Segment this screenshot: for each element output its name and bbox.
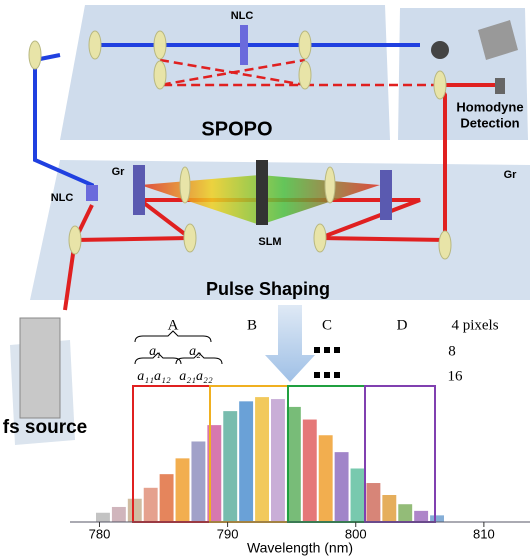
spectral-strip: [351, 468, 365, 522]
diagram: NLC SPOPO Homodyne Detection Gr Gr NLC S…: [0, 0, 530, 557]
pixel-label: a₁₁a₁₂: [137, 369, 171, 384]
x-tick-label: 800: [345, 526, 367, 541]
laser-source: [20, 318, 60, 418]
spectral-strip: [144, 488, 158, 522]
brace: [135, 331, 222, 364]
grating: [380, 170, 392, 220]
label: SLM: [258, 236, 281, 248]
label: NLC: [51, 192, 74, 204]
spectral-strip: [239, 401, 253, 522]
column-label: C: [322, 317, 332, 333]
row-label: 4 pixels: [451, 317, 498, 333]
spectral-strip: [223, 411, 237, 522]
detector: [431, 41, 449, 59]
spectral-strip: [191, 441, 205, 522]
spectral-strip: [176, 458, 190, 522]
column-label: D: [397, 317, 408, 333]
x-axis-label: Wavelength (nm): [247, 540, 353, 556]
label: Homodyne: [456, 99, 523, 114]
row-label: 16: [448, 368, 464, 384]
row-label: 8: [448, 343, 456, 359]
x-tick-label: 810: [473, 526, 495, 541]
spectral-strip: [128, 499, 142, 522]
spectral-strip: [255, 397, 269, 522]
column-label: B: [247, 317, 257, 333]
label: SPOPO: [201, 118, 272, 140]
spectral-strip: [303, 420, 317, 522]
spectral-strip: [335, 452, 349, 522]
label: Pulse Shaping: [206, 279, 330, 299]
spectral-strip: [366, 483, 380, 522]
spectral-strip: [414, 511, 428, 522]
x-tick-label: 780: [89, 526, 111, 541]
spectral-strip: [319, 435, 333, 522]
grating: [133, 165, 145, 215]
detector: [495, 78, 505, 94]
x-tick-label: 790: [217, 526, 239, 541]
label: Detection: [460, 115, 519, 130]
slm: [256, 160, 268, 225]
spectral-strip: [160, 474, 174, 522]
spectrum: [96, 397, 444, 522]
label: Gr: [504, 169, 518, 181]
ellipsis: [314, 347, 340, 378]
nlc-crystal: [240, 25, 248, 65]
label: Gr: [112, 166, 126, 178]
pixel-label: a₁: [149, 344, 161, 359]
spectral-strip: [398, 504, 412, 522]
arrow: [265, 305, 315, 382]
spectral-strip: [271, 399, 285, 522]
spectral-strip: [96, 513, 110, 522]
pixel-label: a₂₁a₂₂: [179, 369, 213, 384]
spectral-strip: [382, 495, 396, 522]
nlc-crystal: [86, 185, 98, 201]
label: fs source: [3, 417, 87, 438]
label: NLC: [231, 10, 254, 22]
pixel-label: a₂: [189, 344, 201, 359]
spectral-strip: [112, 507, 126, 522]
